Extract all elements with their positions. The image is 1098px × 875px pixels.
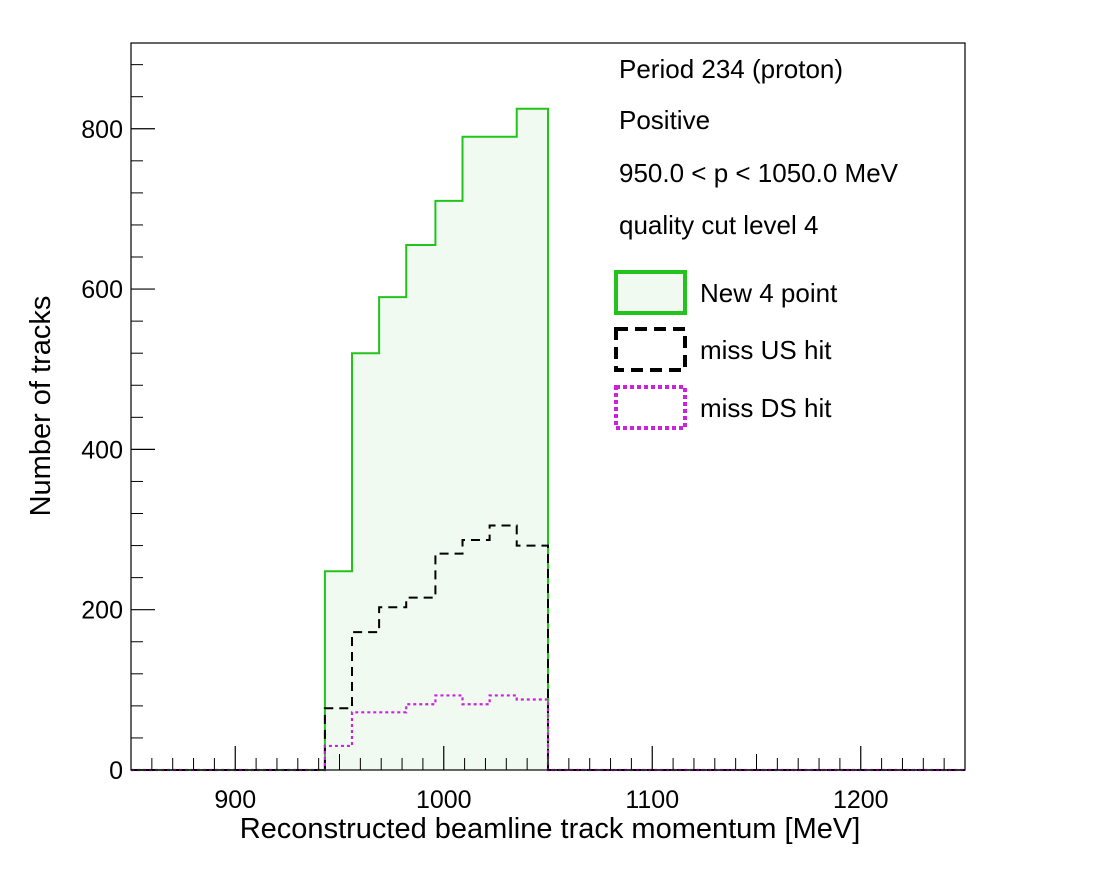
y-tick-label: 400 bbox=[81, 436, 123, 464]
annotation-charge: Positive bbox=[619, 105, 710, 135]
x-tick-label: 1100 bbox=[625, 786, 679, 814]
y-axis-ticks: 0 200 400 600 800 bbox=[81, 64, 155, 785]
x-tick-label: 1000 bbox=[416, 786, 472, 814]
legend-swatch-miss-ds-hit bbox=[614, 385, 687, 430]
legend-entry-miss-us-hit: miss US hit bbox=[614, 327, 832, 372]
series-line-miss-ds-hit bbox=[131, 694, 965, 772]
x-axis-label: Reconstructed beamline track momentum [M… bbox=[240, 813, 861, 845]
y-tick-label: 800 bbox=[81, 116, 123, 144]
x-axis-ticks: 900 1000 1100 1200 bbox=[130, 746, 966, 814]
legend-label-miss-ds-hit: miss DS hit bbox=[700, 393, 832, 423]
legend-label-miss-us-hit: miss US hit bbox=[700, 335, 832, 365]
x-tick-label: 1200 bbox=[833, 786, 889, 814]
annotation-quality-cut: quality cut level 4 bbox=[619, 210, 818, 240]
legend-label-new-4-point: New 4 point bbox=[700, 278, 838, 308]
legend-swatch-new-4-point bbox=[614, 270, 687, 315]
legend-swatch-miss-us-hit bbox=[614, 327, 687, 372]
y-tick-label: 600 bbox=[81, 276, 123, 304]
series-lines bbox=[131, 107, 965, 772]
y-axis-label: Number of tracks bbox=[25, 296, 57, 517]
series-line-new-4-point bbox=[131, 107, 965, 771]
annotation-block: Period 234 (proton) Positive 950.0 < p <… bbox=[619, 54, 899, 240]
legend: New 4 point miss US hit miss DS hit bbox=[614, 270, 838, 430]
annotation-momentum-range: 950.0 < p < 1050.0 MeV bbox=[619, 158, 899, 188]
x-tick-label: 900 bbox=[214, 786, 256, 814]
annotation-period: Period 234 (proton) bbox=[619, 54, 843, 84]
legend-entry-miss-ds-hit: miss DS hit bbox=[614, 385, 832, 430]
legend-entry-new-4-point: New 4 point bbox=[614, 270, 838, 315]
y-tick-label: 200 bbox=[81, 597, 123, 625]
y-tick-label: 0 bbox=[109, 757, 123, 785]
